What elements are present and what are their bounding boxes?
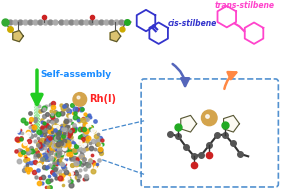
Text: Self-assembly: Self-assembly — [40, 70, 111, 79]
Polygon shape — [223, 115, 239, 132]
Text: cis-stilbene: cis-stilbene — [167, 19, 217, 28]
Polygon shape — [13, 31, 23, 42]
Circle shape — [73, 93, 87, 106]
FancyBboxPatch shape — [141, 79, 278, 187]
Polygon shape — [181, 115, 197, 132]
Text: Rh(I): Rh(I) — [90, 94, 117, 104]
Polygon shape — [110, 31, 121, 42]
Text: trans-stilbene: trans-stilbene — [215, 2, 275, 10]
Circle shape — [202, 110, 217, 126]
